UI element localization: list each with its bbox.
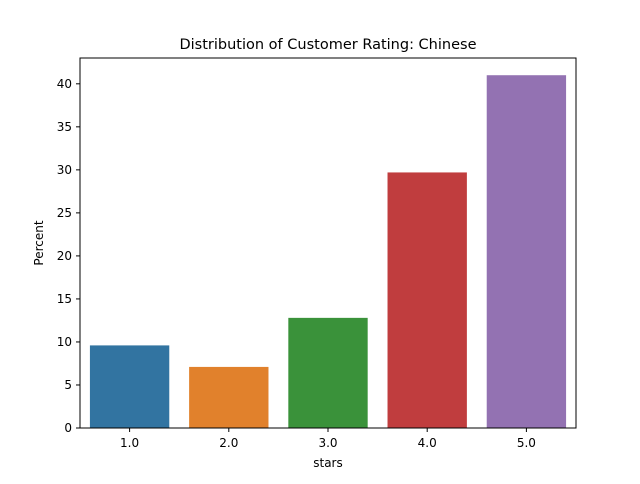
x-tick-label: 3.0: [318, 436, 337, 450]
y-tick-label: 20: [57, 249, 72, 263]
y-tick-label: 10: [57, 335, 72, 349]
y-tick-label: 25: [57, 206, 72, 220]
bar-2.0: [189, 366, 269, 428]
bar-1.0: [89, 345, 170, 428]
x-tick-label: 4.0: [418, 436, 437, 450]
x-tick-label: 1.0: [120, 436, 139, 450]
bar-3.0: [288, 317, 368, 428]
bar-5.0: [486, 75, 567, 429]
y-axis-label: Percent: [32, 220, 46, 265]
plot-frame: [79, 57, 577, 429]
y-tick-label: 40: [57, 77, 72, 91]
bar-4.0: [387, 172, 467, 428]
y-tick-label: 30: [57, 163, 72, 177]
y-tick-label: 5: [64, 378, 72, 392]
x-tick-label: 2.0: [219, 436, 238, 450]
x-axis-ticks: 1.0 2.0 3.0 4.0 5.0: [120, 428, 536, 450]
bars-layer: [89, 75, 567, 429]
y-tick-label: 35: [57, 120, 72, 134]
y-tick-label: 15: [57, 292, 72, 306]
chart-title: Distribution of Customer Rating: Chinese: [179, 37, 476, 53]
x-tick-label: 5.0: [517, 436, 536, 450]
y-tick-label: 0: [64, 421, 72, 435]
y-axis-ticks: 0 5 10 15 20 25 30 35 40: [57, 77, 80, 435]
x-axis-label: stars: [313, 456, 343, 470]
